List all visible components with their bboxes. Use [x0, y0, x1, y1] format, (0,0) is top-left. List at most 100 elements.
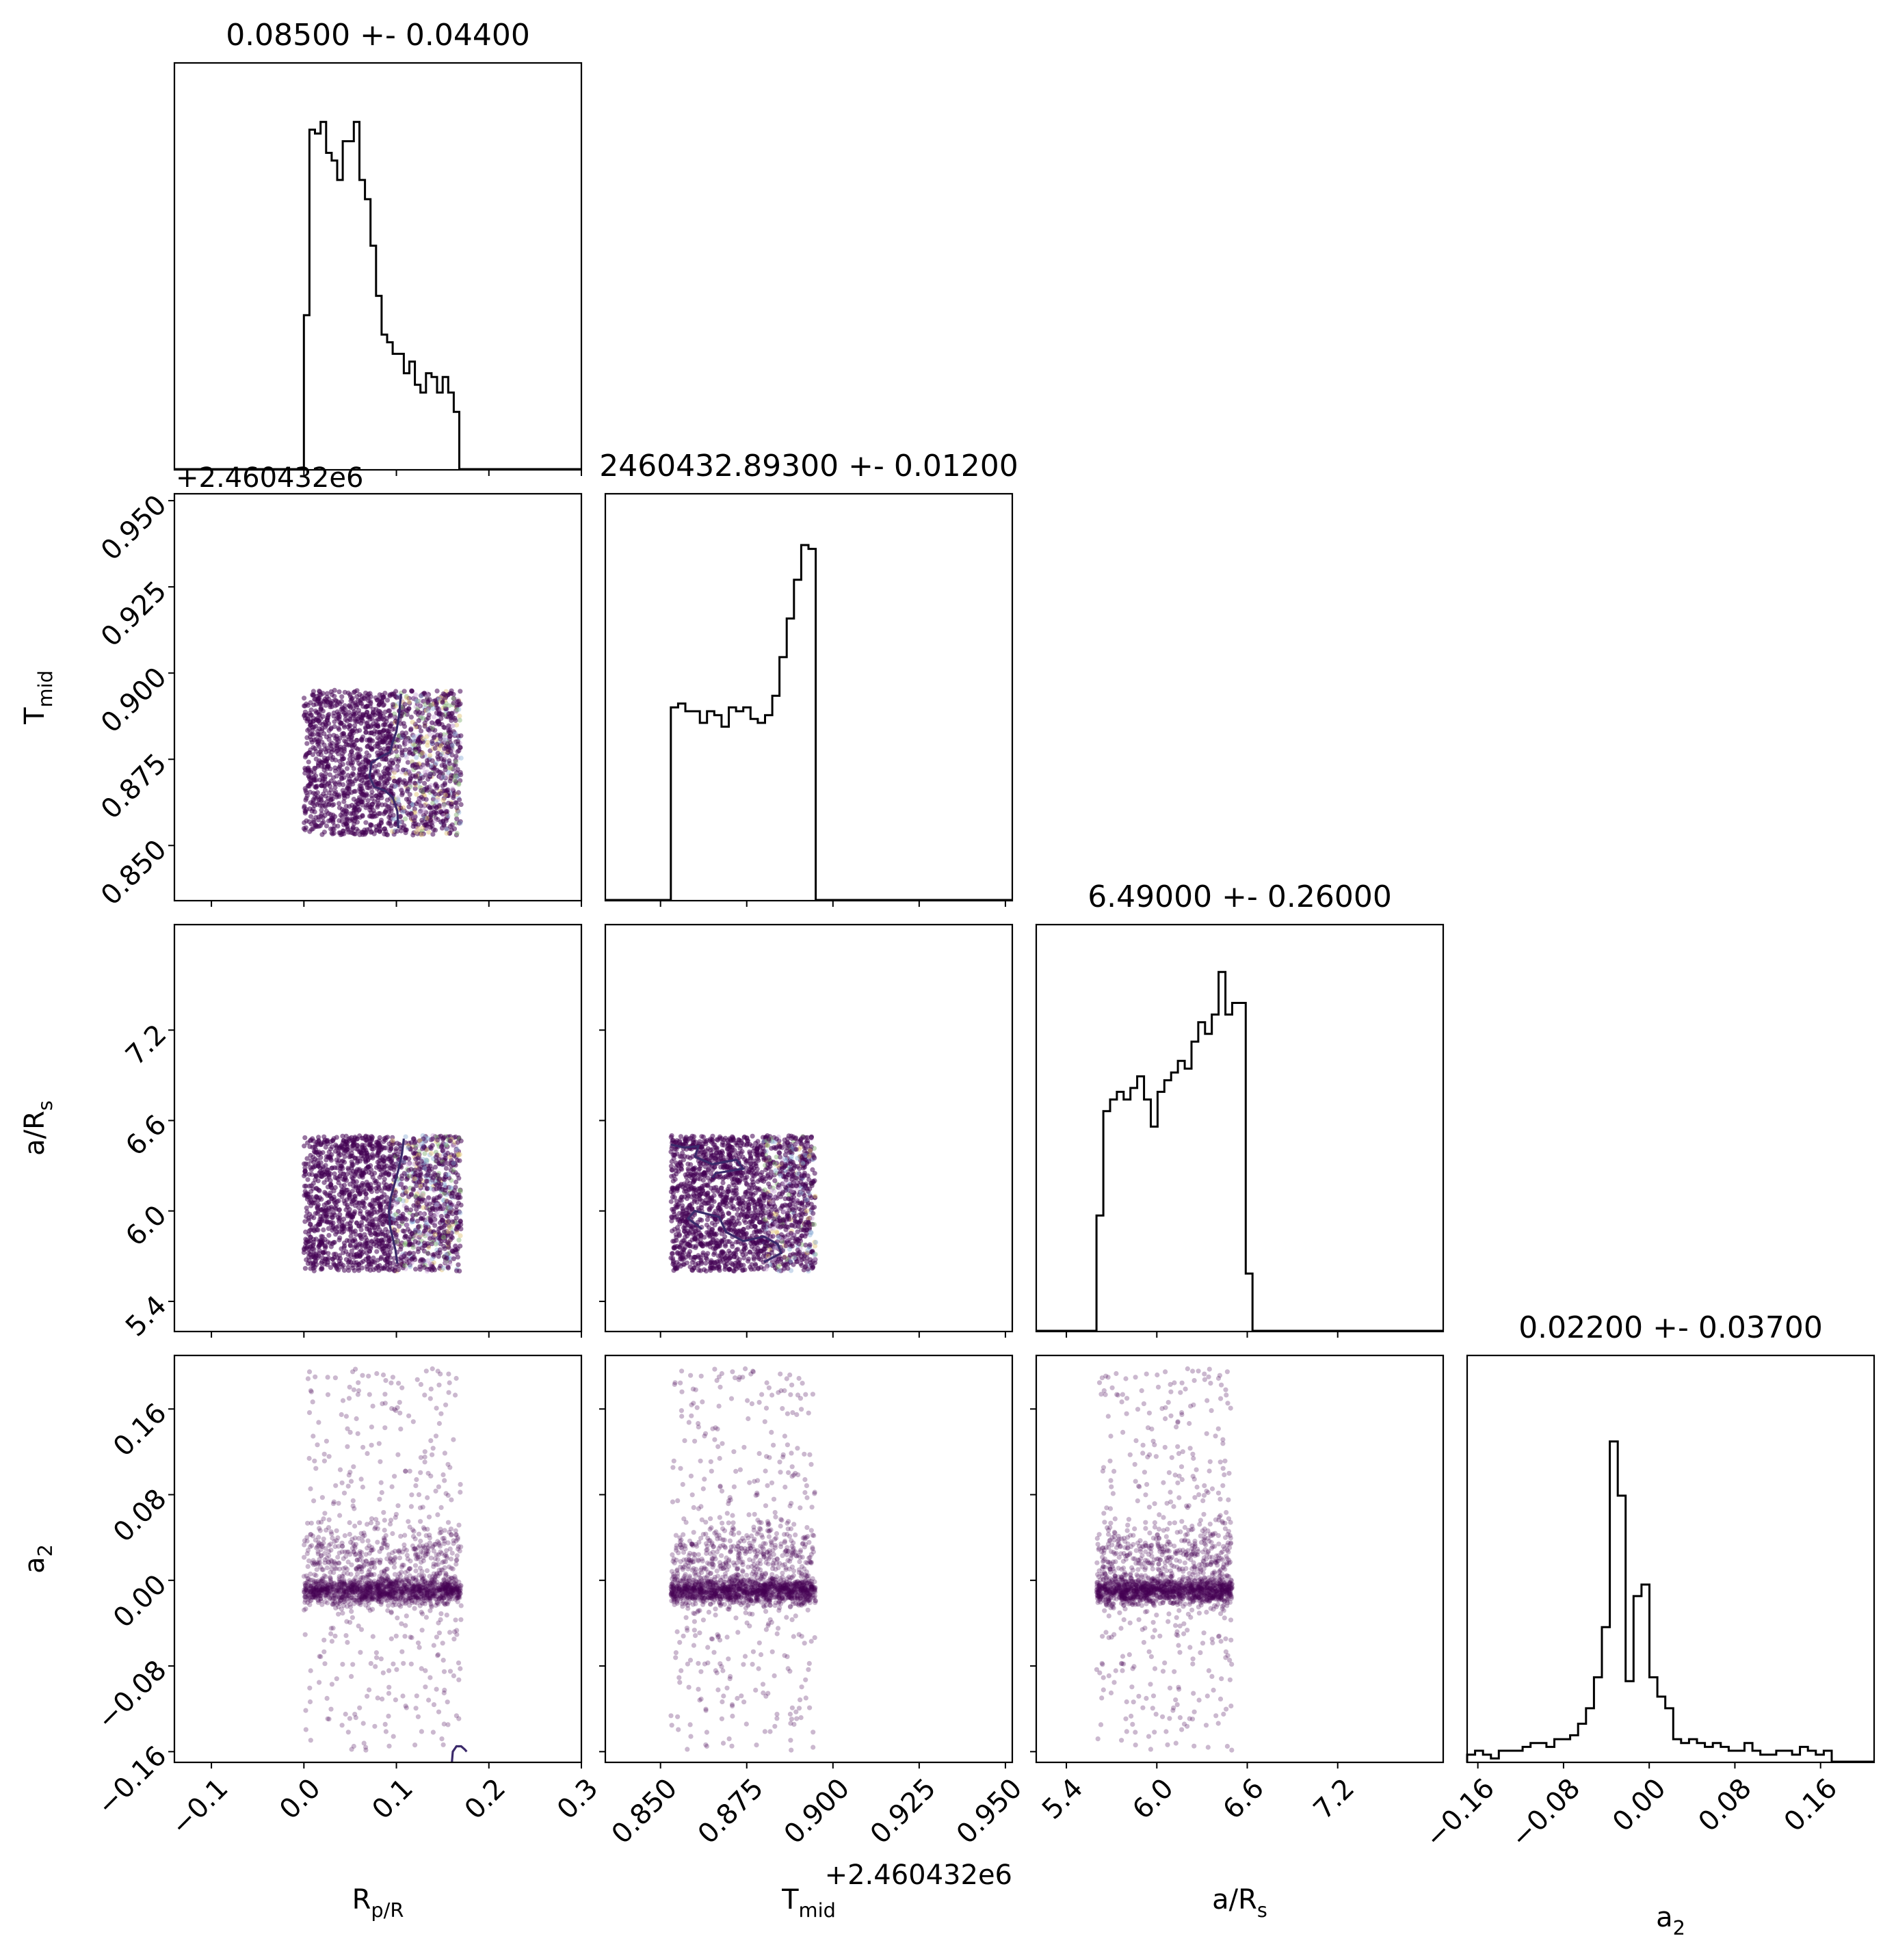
sample-point: [361, 1189, 367, 1195]
sample-point: [428, 1180, 434, 1185]
sample-point: [338, 830, 343, 836]
sample-point: [321, 1202, 327, 1208]
sample-point: [414, 755, 419, 760]
sample-point: [346, 1167, 352, 1172]
sample-point: [394, 744, 399, 750]
sample-point: [369, 789, 375, 795]
sample-point: [808, 1135, 814, 1140]
sample-point: [359, 1219, 365, 1225]
sample-point: [315, 716, 320, 721]
sample-point: [348, 773, 354, 778]
sample-point: [419, 817, 425, 823]
sample-point: [369, 823, 374, 828]
sample-point: [373, 1186, 379, 1191]
sample-point: [375, 804, 380, 810]
sample-point: [403, 830, 408, 836]
sample-point: [388, 723, 394, 728]
scatter-layer: [301, 687, 1235, 1753]
sample-point: [363, 690, 369, 696]
sample-point: [450, 786, 456, 791]
sample-point: [321, 1180, 327, 1185]
sample-point: [321, 791, 326, 797]
sample-point: [378, 793, 383, 798]
sample-point: [363, 1245, 369, 1251]
sample-point: [453, 812, 459, 818]
sample-point: [326, 802, 332, 808]
sample-point: [375, 1195, 380, 1201]
sample-point: [458, 1138, 464, 1143]
sample-point: [373, 1236, 379, 1242]
sample-point: [313, 784, 318, 790]
sample-point: [403, 1240, 408, 1246]
sample-point: [302, 1183, 307, 1189]
sample-point: [437, 1247, 443, 1253]
sample-point: [311, 1260, 316, 1266]
sample-point: [321, 800, 326, 806]
sample-point: [422, 803, 427, 808]
sample-point: [362, 1205, 367, 1210]
sample-point: [425, 715, 431, 721]
sample-point: [324, 717, 330, 723]
sample-point: [453, 832, 460, 838]
sample-point: [441, 1234, 447, 1241]
sample-point: [358, 1185, 363, 1191]
sample-point: [435, 1172, 440, 1178]
sample-point: [325, 1167, 330, 1173]
sample-point: [390, 760, 396, 766]
sample-point: [329, 1152, 334, 1157]
sample-point: [359, 693, 365, 699]
sample-point: [402, 702, 408, 707]
sample-point: [328, 1264, 334, 1270]
sample-point: [365, 1212, 371, 1217]
sample-point: [401, 1253, 407, 1258]
sample-point: [420, 736, 425, 741]
sample-point: [354, 1221, 360, 1226]
sample-point: [434, 784, 440, 789]
sample-point: [350, 1265, 356, 1271]
sample-point: [335, 1262, 341, 1268]
sample-point: [363, 1148, 369, 1153]
sample-point: [453, 1247, 459, 1253]
sample-point: [344, 809, 350, 815]
sample-point: [403, 1156, 408, 1161]
sample-point: [434, 701, 439, 706]
sample-point: [387, 693, 393, 699]
sample-point: [316, 1221, 321, 1227]
sample-point: [384, 832, 391, 838]
sample-point: [430, 725, 436, 730]
sample-point: [398, 1244, 404, 1249]
sample-point: [302, 1171, 308, 1177]
sample-point: [395, 1197, 401, 1202]
sample-point: [406, 1162, 411, 1167]
sample-point: [441, 724, 447, 730]
sample-point: [449, 773, 454, 778]
sample-point: [332, 1171, 337, 1176]
sample-point: [416, 718, 421, 724]
sample-point: [442, 745, 447, 751]
sample-point: [349, 816, 354, 821]
sample-point: [323, 1144, 328, 1150]
sample-point: [406, 804, 412, 810]
sample-point: [407, 1229, 412, 1234]
sample-point: [443, 792, 448, 798]
sample-point: [404, 730, 409, 736]
sample-point: [352, 723, 358, 728]
sample-point: [380, 1246, 386, 1252]
sample-point: [704, 1256, 710, 1262]
sample-point: [306, 1246, 311, 1252]
sample-point: [411, 734, 417, 740]
sample-point: [420, 789, 425, 795]
sample-point: [433, 1241, 438, 1247]
sample-point: [350, 811, 355, 817]
sample-point: [382, 1217, 388, 1223]
sample-point: [311, 818, 317, 823]
sample-point: [421, 1205, 426, 1210]
sample-point: [443, 1165, 449, 1171]
sample-point: [395, 767, 400, 773]
sample-point: [373, 722, 379, 728]
sample-point: [411, 1137, 417, 1142]
sample-point: [453, 754, 459, 759]
sample-point: [451, 1188, 458, 1193]
sample-point: [415, 1202, 421, 1208]
sample-point: [357, 728, 363, 733]
